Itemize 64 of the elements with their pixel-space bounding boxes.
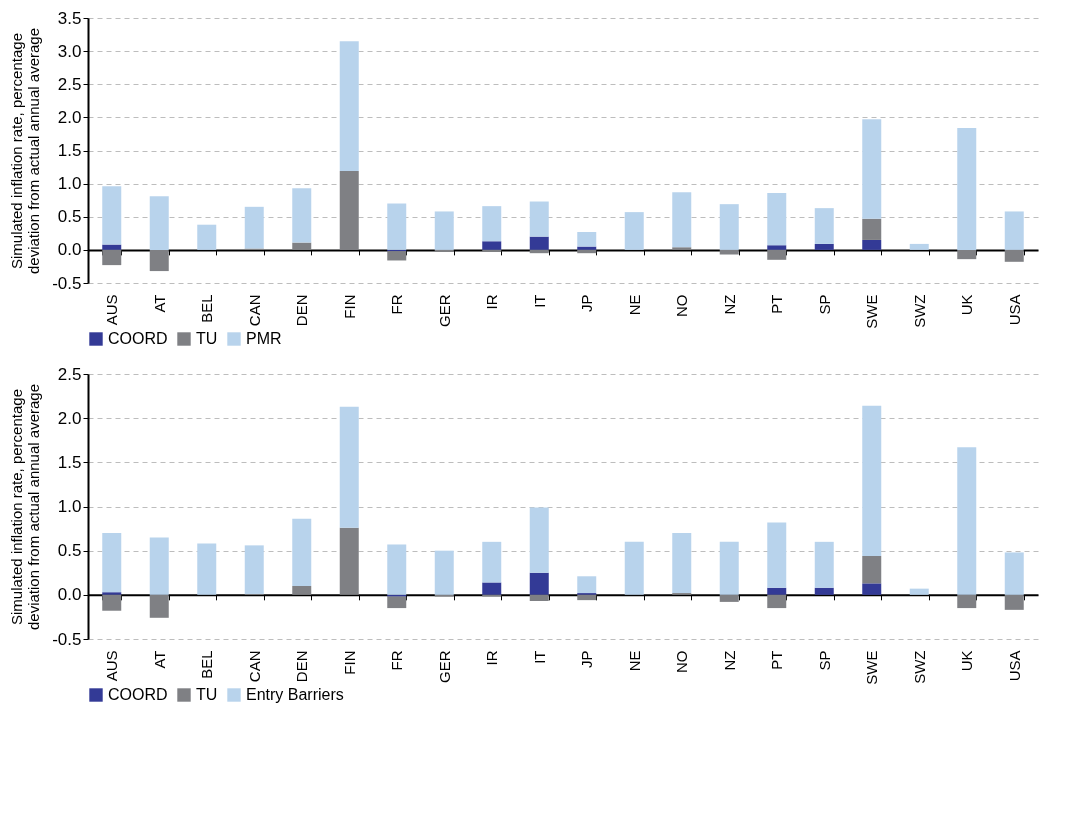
y-tick-label: 2.0 [57, 408, 82, 428]
x-tick-label: FIN [340, 650, 358, 675]
x-tick-label: IT [530, 650, 548, 664]
x-tick-label: NE [625, 294, 643, 316]
y-tick-label: 0.5 [57, 541, 82, 561]
legend-label: Entry Barriers [246, 686, 344, 703]
x-tick-label: PT [768, 650, 786, 670]
x-tick-label: JP [578, 294, 596, 313]
x-tick-label: UK [958, 294, 976, 316]
x-tick-label: CAN [245, 294, 263, 327]
x-tick-label: IT [530, 294, 548, 308]
x-tick-label: PT [768, 294, 786, 314]
x-tick-label: SWZ [910, 650, 928, 684]
x-tick-label: NO [673, 294, 691, 317]
x-tick-label: JP [578, 650, 596, 669]
x-tick-label: NO [673, 650, 691, 673]
y-tick-label: 0.0 [57, 240, 82, 260]
x-tick-label: AT [150, 294, 168, 313]
y-tick-label: 2.0 [57, 107, 82, 127]
x-tick-label: SWE [863, 294, 881, 329]
legend-label: TU [196, 330, 218, 347]
y-tick-label: 0.0 [57, 585, 82, 605]
y-tick-label: 3.0 [57, 41, 82, 61]
x-tick-label: FR [388, 650, 406, 671]
x-tick-label: AUS [103, 294, 121, 326]
x-tick-label: FR [388, 294, 406, 315]
x-tick-label: SP [815, 294, 833, 315]
x-tick-label: CAN [245, 650, 263, 683]
legend-label: COORD [108, 686, 168, 703]
x-tick-label: BEL [198, 294, 216, 323]
y-tick-label: 2.5 [57, 364, 82, 384]
y-axis-title: Simulated inflation rate, percentage deviation from actual annual average [8, 384, 43, 630]
x-tick-label: USA [1005, 294, 1023, 326]
y-tick-label: 0.5 [57, 207, 82, 227]
x-tick-label: NZ [720, 294, 738, 315]
y-tick-label: 1.5 [57, 141, 82, 160]
y-tick-label: -0.5 [52, 273, 82, 293]
x-tick-label: FIN [340, 294, 358, 319]
x-tick-label: UK [958, 650, 976, 672]
y-axis-title: Simulated inflation rate, percentage deviation from actual annual average [8, 28, 43, 274]
x-tick-label: DEN [293, 650, 311, 683]
x-tick-label: NZ [720, 650, 738, 671]
y-tick-label: 1.5 [57, 452, 82, 472]
x-tick-label: IR [483, 294, 501, 310]
x-tick-label: SWE [863, 650, 881, 685]
y-tick-label: 3.5 [57, 8, 82, 28]
legend-label: COORD [108, 330, 168, 347]
x-tick-label: GER [435, 294, 453, 328]
x-tick-label: AUS [103, 650, 121, 682]
y-tick-label: 2.5 [57, 74, 82, 94]
legend-label: TU [196, 686, 218, 703]
x-tick-label: GER [435, 650, 453, 684]
y-tick-label: 1.0 [57, 497, 82, 516]
x-tick-label: USA [1005, 650, 1023, 682]
x-tick-label: BEL [198, 650, 216, 679]
y-tick-label: -0.5 [52, 629, 82, 649]
y-tick-label: 1.0 [57, 174, 82, 194]
x-tick-label: DEN [293, 294, 311, 327]
x-tick-label: NE [625, 650, 643, 672]
x-tick-label: SP [815, 650, 833, 671]
x-tick-label: IR [483, 650, 501, 666]
legend-label: PMR [246, 330, 282, 347]
x-tick-label: SWZ [910, 294, 928, 328]
x-tick-label: AT [150, 650, 168, 669]
